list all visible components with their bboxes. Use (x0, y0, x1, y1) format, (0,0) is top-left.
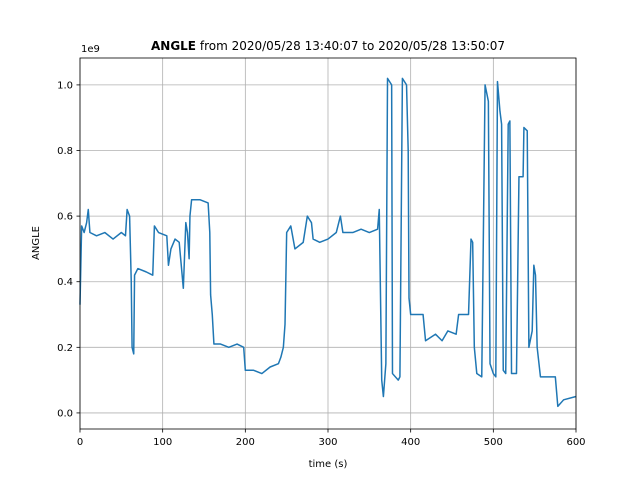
title-bold: ANGLE (151, 39, 196, 53)
chart-title: ANGLE from 2020/05/28 13:40:07 to 2020/0… (151, 39, 505, 53)
x-tick-label: 600 (566, 437, 585, 448)
y-axis-label: ANGLE (31, 226, 42, 260)
y-tick-label: 0.0 (57, 408, 73, 419)
x-tick-label: 200 (236, 437, 255, 448)
y-tick-label: 0.8 (57, 146, 73, 157)
offset-text: 1e9 (81, 44, 100, 55)
y-tick-label: 0.4 (57, 277, 73, 288)
x-tick-label: 400 (401, 437, 420, 448)
x-tick-label: 500 (484, 437, 503, 448)
y-tick-label: 1.0 (57, 80, 73, 91)
plot-area (79, 58, 577, 429)
x-tick-label: 300 (318, 437, 337, 448)
title-text: from 2020/05/28 13:40:07 to 2020/05/28 1… (200, 39, 505, 53)
x-tick-label: 100 (153, 437, 172, 448)
y-tick-label: 0.6 (57, 212, 73, 223)
x-axis-label: time (s) (309, 459, 348, 470)
x-tick-label: 0 (77, 437, 83, 448)
data-line (79, 77, 577, 408)
y-tick-label: 0.2 (57, 343, 73, 354)
